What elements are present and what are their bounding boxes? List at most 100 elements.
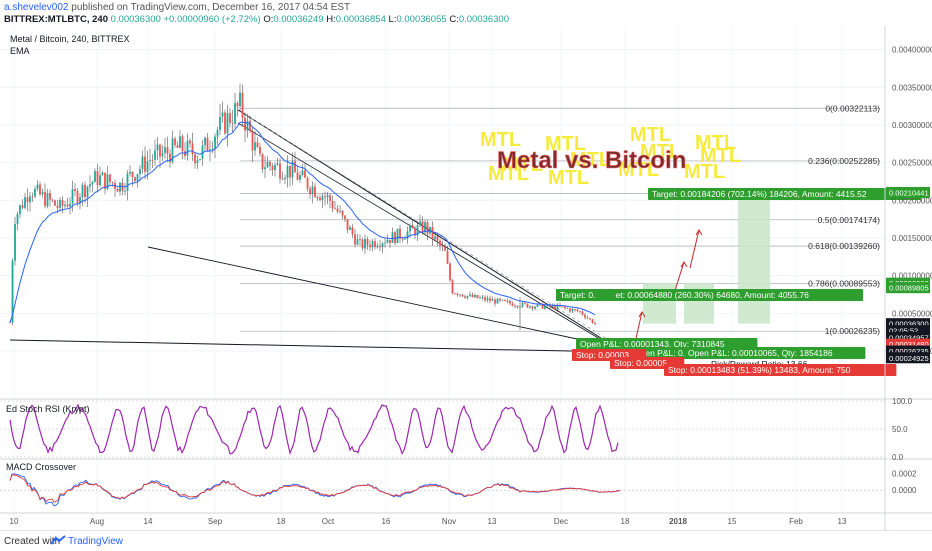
candle-body bbox=[249, 120, 251, 132]
candle-body bbox=[486, 298, 489, 301]
trend-line bbox=[147, 246, 606, 346]
candle-body bbox=[566, 308, 569, 309]
candle-body bbox=[431, 226, 434, 240]
candle-body bbox=[516, 305, 519, 308]
legend-title: Metal / Bitcoin, 240, BITTREX bbox=[10, 34, 130, 44]
fibonacci-retracement[interactable]: 0(0.00322113)0.236(0.00252285)0.382(0.00… bbox=[240, 103, 880, 336]
candle-body bbox=[34, 188, 36, 197]
candle-body bbox=[299, 174, 301, 180]
candle-body bbox=[36, 184, 39, 189]
candle-body bbox=[124, 190, 126, 192]
candle-body bbox=[236, 103, 239, 107]
time-tick-label: Dec bbox=[554, 517, 568, 526]
candle-body bbox=[454, 293, 456, 295]
candle-body bbox=[361, 239, 364, 249]
projection-arrow-head bbox=[695, 229, 703, 236]
candle-body bbox=[399, 228, 401, 239]
target-label-bg bbox=[648, 188, 922, 200]
target-label: Target: 0.00064880 (260.30%) 64680, Amou… bbox=[599, 290, 809, 300]
candlestick-series bbox=[9, 83, 596, 326]
candle-body bbox=[289, 165, 291, 178]
candle-body bbox=[401, 238, 404, 240]
candle-body bbox=[86, 186, 89, 198]
candle-body bbox=[491, 299, 494, 301]
candle-body bbox=[509, 300, 511, 304]
candle-body bbox=[496, 298, 499, 304]
price-tag-label: 0.00089805 bbox=[889, 284, 929, 293]
candle-body bbox=[11, 260, 14, 323]
stoch-rsi-panel[interactable]: 100.0 50.0 0.0 bbox=[0, 397, 913, 462]
candle-body bbox=[56, 205, 59, 208]
candle-body bbox=[394, 232, 396, 243]
candle-body bbox=[9, 322, 11, 324]
candle-body bbox=[541, 303, 544, 309]
fib-level-label: 0.786(0.00089553) bbox=[808, 279, 880, 289]
candle-body bbox=[139, 168, 141, 175]
candle-body bbox=[511, 303, 514, 306]
candle-body bbox=[284, 177, 286, 180]
candle-body bbox=[234, 103, 236, 124]
time-tick-label: 10 bbox=[10, 517, 19, 526]
candle-body bbox=[134, 177, 136, 182]
candle-body bbox=[224, 112, 226, 134]
mtl-watermark: MTL bbox=[630, 124, 671, 146]
candle-body bbox=[356, 239, 359, 245]
candle-body bbox=[324, 196, 326, 198]
price-tag-label: 0.00031480 bbox=[889, 340, 929, 349]
candle-body bbox=[504, 299, 506, 301]
macd-tick-label: 0.0002 bbox=[892, 470, 917, 479]
mtl-watermark: MTL bbox=[570, 149, 611, 171]
time-axis[interactable]: 10 Aug 14 Sep 18 Oct 16 Nov 13 Dec 18 2018 15 Feb 13 bbox=[10, 517, 847, 526]
macd-panel[interactable]: 0.0002 0.0000 bbox=[0, 470, 917, 507]
candle-body bbox=[156, 144, 159, 151]
candle-body bbox=[119, 182, 121, 192]
candle-body bbox=[74, 189, 76, 192]
candle-body bbox=[424, 222, 426, 233]
candle-body bbox=[396, 228, 399, 243]
candle-body bbox=[41, 191, 44, 195]
candle-body bbox=[129, 171, 131, 174]
candle-body bbox=[336, 208, 339, 212]
candle-body bbox=[554, 305, 556, 310]
open-pnl-label: Open P&L: 0.00 bbox=[634, 348, 695, 358]
mtl-watermark: MTL bbox=[488, 163, 529, 185]
candle-body bbox=[191, 143, 194, 155]
candle-body bbox=[89, 184, 91, 187]
candle-body bbox=[291, 161, 294, 178]
candle-body bbox=[151, 159, 154, 161]
tradingview-link[interactable]: TradingView bbox=[68, 536, 124, 547]
candle-body bbox=[221, 112, 224, 117]
price-tick-label: 0.00100000 bbox=[892, 272, 932, 281]
publisher-link[interactable]: a.shevelev002 bbox=[4, 2, 69, 13]
candle-body bbox=[436, 236, 439, 241]
price-tag-label: 0.00026235 bbox=[889, 347, 929, 356]
candle-body bbox=[389, 240, 391, 243]
candle-body bbox=[564, 306, 566, 309]
price-chart[interactable]: 0(0.00322113)0.236(0.00252285)0.382(0.00… bbox=[0, 26, 932, 530]
target-label: Target: 0. bbox=[560, 290, 595, 300]
candle-body bbox=[61, 200, 64, 206]
candle-body bbox=[164, 147, 166, 153]
symbol-label: BITTREX:MTLBTC, 240 bbox=[4, 14, 108, 25]
time-tick-label: Nov bbox=[442, 517, 456, 526]
candle-body bbox=[419, 221, 421, 226]
candle-body bbox=[194, 154, 196, 164]
candle-body bbox=[386, 240, 389, 243]
candle-body bbox=[146, 161, 149, 172]
price-tick-label: 0.00400000 bbox=[892, 46, 932, 55]
price-tag-bg bbox=[886, 345, 930, 357]
candle-body bbox=[364, 239, 366, 249]
price-tag-bg bbox=[886, 325, 930, 337]
candle-body bbox=[241, 92, 244, 118]
candle-body bbox=[59, 200, 61, 208]
candle-body bbox=[319, 197, 321, 201]
candle-body bbox=[259, 147, 261, 154]
price-axis[interactable]: 0.00400000 0.00350000 0.00300000 0.00250000… bbox=[892, 46, 932, 356]
candle-body bbox=[309, 188, 311, 195]
time-tick-label: Feb bbox=[789, 517, 803, 526]
candle-body bbox=[341, 210, 344, 216]
candle-body bbox=[376, 246, 379, 248]
mtl-watermark: MTL bbox=[502, 154, 543, 176]
candle-body bbox=[411, 225, 414, 229]
projection-arrow-head bbox=[680, 261, 688, 268]
